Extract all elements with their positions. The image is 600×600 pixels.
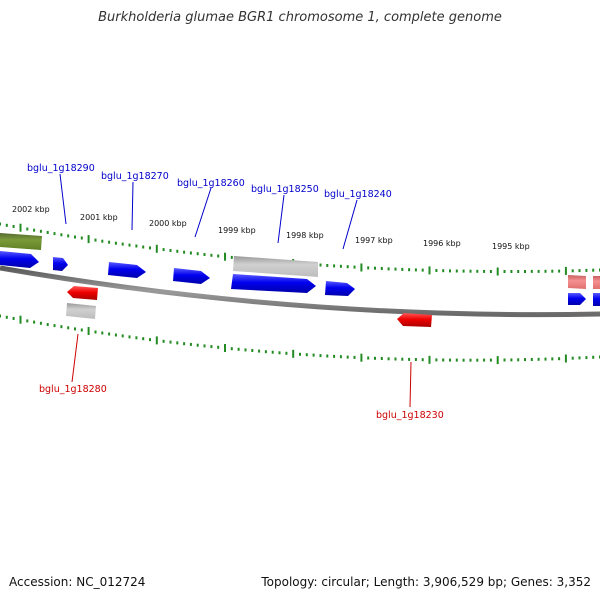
gene-label-bglu-1g18250[interactable]: bglu_1g18250 (251, 184, 319, 195)
gene-label-bglu-1g18270[interactable]: bglu_1g18270 (101, 171, 169, 182)
genome-summary-text: Topology: circular; Length: 3,906,529 bp… (261, 575, 591, 589)
gene-feature-reverse[interactable] (67, 286, 98, 300)
gene-label-bglu-1g18290[interactable]: bglu_1g18290 (27, 163, 95, 174)
gene-feature-forward[interactable] (173, 268, 210, 284)
scale-label-1999: 1999 kbp (218, 226, 256, 235)
gene-feature-forward[interactable] (568, 293, 586, 305)
gene-feature-forward[interactable] (53, 257, 68, 271)
map-title: Burkholderia glumae BGR1 chromosome 1, c… (98, 10, 502, 25)
rna-feature[interactable] (0, 233, 42, 250)
pseudogene-feature[interactable] (66, 303, 96, 319)
scale-labels: 2002 kbp 2001 kbp 2000 kbp 1999 kbp 1998… (12, 205, 530, 251)
scale-label-1996: 1996 kbp (423, 239, 461, 248)
forward-gene-labels: bglu_1g18290 bglu_1g18270 bglu_1g18260 b… (27, 163, 392, 200)
pseudogene-feature[interactable] (233, 256, 318, 277)
gene-label-bglu-1g18260[interactable]: bglu_1g18260 (177, 178, 245, 189)
scale-label-1995: 1995 kbp (492, 242, 530, 251)
gene-feature-forward[interactable] (108, 262, 146, 278)
scale-label-1997: 1997 kbp (355, 236, 393, 245)
gene-feature-forward[interactable] (593, 293, 600, 306)
reverse-strand-features (66, 286, 432, 327)
accession-text: Accession: NC_012724 (9, 575, 146, 589)
scale-label-2001: 2001 kbp (80, 213, 118, 222)
inner-tick-track (0, 314, 600, 365)
gene-feature-forward[interactable] (0, 251, 39, 268)
gene-label-bglu-1g18230[interactable]: bglu_1g18230 (376, 410, 444, 421)
scale-label-2000: 2000 kbp (149, 219, 187, 228)
gene-label-bglu-1g18240[interactable]: bglu_1g18240 (324, 189, 392, 200)
scale-label-1998: 1998 kbp (286, 231, 324, 240)
forward-strand-features (0, 233, 600, 306)
forward-leader-lines (59, 173, 358, 250)
genome-backbone (0, 265, 600, 318)
gene-feature-forward[interactable] (325, 281, 355, 296)
faded-feature[interactable] (593, 276, 600, 289)
faded-feature[interactable] (568, 275, 586, 289)
reverse-leader-lines (71, 333, 412, 408)
scale-label-2002: 2002 kbp (12, 205, 50, 214)
gene-label-bglu-1g18280[interactable]: bglu_1g18280 (39, 384, 107, 395)
gene-feature-forward[interactable] (231, 274, 316, 293)
gene-feature-reverse[interactable] (397, 313, 432, 327)
reverse-gene-labels: bglu_1g18280 bglu_1g18230 (39, 384, 444, 421)
